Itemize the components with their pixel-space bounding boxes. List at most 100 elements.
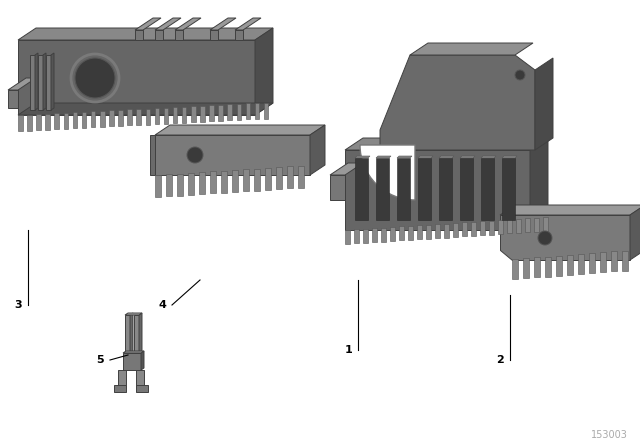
Polygon shape: [38, 55, 43, 110]
Polygon shape: [125, 315, 130, 355]
Polygon shape: [188, 173, 194, 195]
Text: 2: 2: [496, 355, 504, 365]
Polygon shape: [18, 40, 255, 115]
Polygon shape: [155, 18, 181, 30]
Polygon shape: [502, 158, 515, 220]
Polygon shape: [136, 385, 148, 392]
Polygon shape: [556, 256, 562, 276]
Polygon shape: [589, 253, 595, 273]
Polygon shape: [439, 156, 454, 158]
Polygon shape: [264, 103, 268, 119]
Polygon shape: [175, 30, 183, 40]
Polygon shape: [460, 158, 473, 220]
Polygon shape: [611, 251, 617, 271]
Polygon shape: [155, 125, 325, 135]
Polygon shape: [310, 125, 325, 175]
Polygon shape: [543, 217, 548, 231]
Polygon shape: [535, 58, 553, 150]
Polygon shape: [91, 111, 95, 127]
Polygon shape: [545, 257, 551, 276]
Polygon shape: [51, 53, 54, 110]
Polygon shape: [418, 156, 433, 158]
Polygon shape: [30, 55, 35, 110]
Polygon shape: [166, 174, 172, 196]
Text: 153003: 153003: [591, 430, 628, 440]
Polygon shape: [500, 205, 640, 215]
Polygon shape: [523, 258, 529, 278]
Polygon shape: [453, 223, 458, 237]
Polygon shape: [135, 18, 161, 30]
Polygon shape: [489, 221, 494, 235]
Polygon shape: [191, 106, 196, 122]
Polygon shape: [18, 103, 273, 115]
Polygon shape: [155, 30, 163, 40]
Polygon shape: [109, 110, 114, 126]
Polygon shape: [43, 53, 46, 110]
Polygon shape: [46, 55, 51, 110]
Polygon shape: [18, 115, 22, 131]
Polygon shape: [199, 172, 205, 194]
Polygon shape: [630, 205, 640, 260]
Polygon shape: [155, 135, 310, 175]
Polygon shape: [221, 171, 227, 193]
Polygon shape: [471, 222, 476, 236]
Polygon shape: [235, 18, 261, 30]
Polygon shape: [200, 106, 205, 122]
Polygon shape: [330, 175, 345, 200]
Polygon shape: [354, 229, 359, 243]
Polygon shape: [390, 227, 395, 241]
Polygon shape: [8, 90, 18, 108]
Polygon shape: [376, 156, 391, 158]
Polygon shape: [18, 28, 273, 40]
Polygon shape: [355, 156, 370, 158]
Polygon shape: [136, 109, 141, 125]
Polygon shape: [210, 18, 236, 30]
Polygon shape: [100, 111, 104, 127]
Polygon shape: [525, 218, 530, 233]
Circle shape: [538, 231, 552, 245]
Polygon shape: [265, 168, 271, 190]
Polygon shape: [118, 370, 126, 388]
Polygon shape: [276, 167, 282, 189]
Polygon shape: [114, 385, 126, 392]
Polygon shape: [481, 158, 494, 220]
Polygon shape: [534, 258, 540, 277]
Polygon shape: [462, 222, 467, 237]
Polygon shape: [381, 228, 386, 241]
Polygon shape: [164, 108, 168, 124]
Polygon shape: [232, 170, 238, 192]
Polygon shape: [426, 225, 431, 239]
Polygon shape: [73, 112, 77, 128]
Polygon shape: [622, 250, 628, 271]
Polygon shape: [444, 224, 449, 237]
Polygon shape: [35, 53, 38, 110]
Polygon shape: [145, 108, 150, 125]
Polygon shape: [118, 110, 123, 126]
Polygon shape: [418, 158, 431, 220]
Polygon shape: [139, 313, 142, 355]
Polygon shape: [363, 229, 368, 243]
Polygon shape: [177, 173, 183, 196]
Polygon shape: [397, 158, 410, 220]
Polygon shape: [345, 138, 548, 150]
Polygon shape: [54, 113, 59, 129]
Polygon shape: [345, 230, 350, 244]
Polygon shape: [8, 78, 36, 90]
Text: 5: 5: [97, 355, 104, 365]
Polygon shape: [480, 221, 485, 235]
Polygon shape: [439, 158, 452, 220]
Polygon shape: [534, 218, 539, 232]
Polygon shape: [130, 313, 133, 355]
Text: 3: 3: [14, 300, 22, 310]
Polygon shape: [227, 104, 232, 121]
Polygon shape: [254, 168, 260, 190]
Polygon shape: [155, 108, 159, 124]
Wedge shape: [360, 145, 415, 200]
Polygon shape: [516, 219, 521, 233]
Polygon shape: [410, 43, 533, 55]
Polygon shape: [502, 156, 517, 158]
Polygon shape: [123, 353, 141, 370]
Text: 4: 4: [158, 300, 166, 310]
Text: 1: 1: [344, 345, 352, 355]
Polygon shape: [460, 156, 475, 158]
